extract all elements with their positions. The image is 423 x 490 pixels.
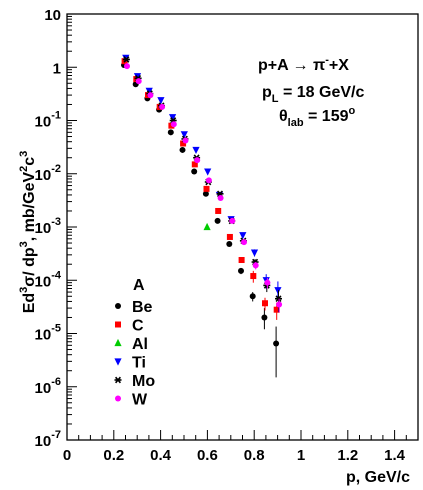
data-point	[249, 293, 256, 300]
annotation-reaction: p+A → π-+X	[258, 54, 349, 74]
data-point	[180, 131, 188, 139]
data-point	[167, 129, 174, 136]
legend-marker	[115, 395, 121, 402]
y-tick-labels: 10 1 10-1 10-2 10-3 10-4 10-5 10-6 10-7	[35, 7, 62, 450]
y-tick-label: 10-4	[35, 269, 62, 290]
data-point	[179, 146, 186, 153]
data-point	[273, 340, 280, 347]
annotation-angle: θlab = 159o	[279, 105, 356, 129]
legend-label: Ti	[132, 355, 146, 372]
legend-label: W	[132, 392, 148, 409]
data-point	[192, 146, 200, 155]
data-point	[182, 137, 189, 144]
data-point	[226, 240, 233, 247]
data-point	[180, 140, 187, 147]
annotation-momentum: pL = 18 GeV/c	[262, 84, 364, 105]
legend-marker	[115, 321, 121, 328]
data-point	[215, 207, 222, 214]
data-point	[261, 314, 268, 321]
data-point	[157, 97, 165, 105]
x-tick-label: 0.4	[150, 447, 172, 464]
data-point	[264, 279, 271, 286]
data-point	[204, 168, 212, 176]
y-tick-label: 10-2	[35, 163, 61, 184]
data-point	[147, 92, 154, 99]
series-c	[121, 58, 280, 320]
legend-label: Be	[132, 299, 153, 316]
data-point	[229, 217, 236, 224]
data-point	[205, 177, 212, 184]
series-be	[121, 62, 280, 378]
data-point	[145, 87, 153, 95]
data-point	[217, 195, 224, 202]
x-tick-label: 0.8	[244, 447, 265, 464]
x-tick-label: 1.4	[384, 447, 406, 464]
legend-marker	[115, 303, 121, 309]
data-point	[241, 239, 247, 246]
plot-border	[66, 13, 419, 441]
y-tick-label: 10	[44, 7, 61, 24]
data-points	[121, 54, 283, 378]
y-axis-title: Ed3σ/ dp3, mb/GeV2c3	[18, 151, 38, 314]
data-point	[135, 78, 142, 85]
series-w	[124, 63, 283, 313]
x-tick-label: 0.6	[197, 447, 218, 464]
x-axis-title: p, GeV/c	[346, 469, 410, 486]
data-point	[191, 168, 198, 175]
data-point	[214, 217, 221, 224]
y-tick-label: 10-1	[35, 110, 61, 131]
data-point	[203, 185, 210, 192]
data-point	[203, 222, 211, 231]
data-point	[169, 114, 177, 122]
x-tick-label: 1	[297, 447, 305, 464]
y-tick-label: 10-3	[35, 216, 61, 237]
plot-frame	[66, 13, 419, 441]
x-tick-label: 0.2	[103, 447, 124, 464]
data-point	[202, 190, 209, 197]
y-tick-label: 1	[53, 60, 61, 77]
data-point	[170, 121, 177, 128]
legend-label: Al	[132, 336, 148, 353]
data-point	[250, 249, 259, 257]
x-tick-label: 0	[63, 447, 71, 464]
data-point	[262, 300, 268, 307]
data-point	[238, 257, 245, 264]
data-point	[239, 232, 247, 240]
data-point	[252, 262, 259, 269]
data-point	[273, 306, 280, 313]
data-point	[238, 267, 244, 274]
legend-marker	[114, 338, 122, 347]
data-point	[124, 63, 130, 70]
legend-label: Mo	[132, 373, 155, 390]
data-point	[226, 233, 233, 240]
x-tick-labels: 0 0.2 0.4 0.6 0.8 1 1.2 1.4	[63, 447, 406, 464]
data-point	[191, 161, 198, 168]
x-tick-label: 1.2	[337, 447, 358, 464]
legend-marker	[114, 358, 122, 366]
legend-marker	[114, 376, 122, 384]
data-point	[159, 103, 166, 110]
data-point	[122, 56, 130, 63]
data-point	[276, 301, 283, 308]
data-point	[250, 273, 257, 280]
axis-ticks	[66, 13, 419, 441]
y-tick-label: 10-5	[35, 323, 61, 344]
y-tick-label: 10-7	[35, 429, 61, 450]
series-al	[203, 222, 211, 231]
data-point	[194, 157, 201, 164]
data-point	[274, 287, 282, 295]
data-point	[275, 295, 282, 303]
legend-title: A	[133, 277, 145, 294]
legend-label: C	[132, 318, 144, 335]
y-tick-label: 10-6	[35, 376, 61, 397]
